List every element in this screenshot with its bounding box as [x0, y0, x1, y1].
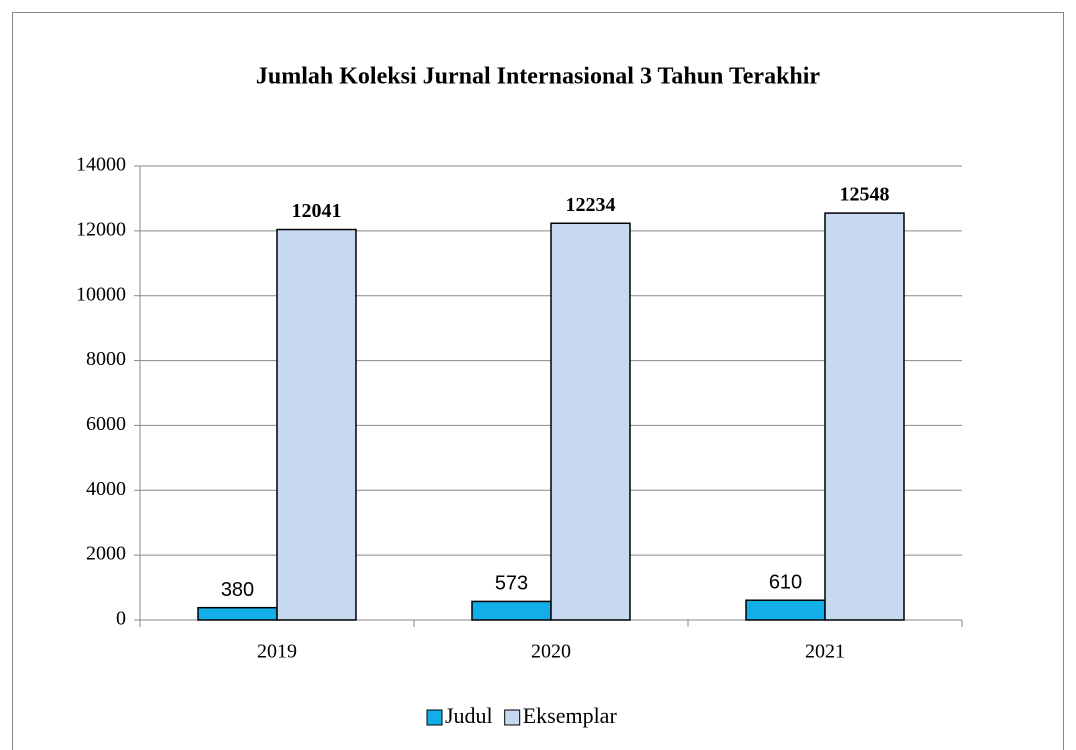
y-tick-label: 4000	[86, 478, 126, 500]
x-tick-label: 2020	[531, 641, 571, 663]
data-label: 573	[495, 573, 528, 595]
legend-swatch	[426, 709, 443, 726]
bar	[276, 228, 357, 621]
bar	[745, 599, 826, 621]
y-tick-label: 8000	[86, 348, 126, 370]
data-label: 12548	[840, 184, 890, 206]
data-label: 610	[769, 571, 802, 593]
data-label: 380	[221, 579, 254, 601]
y-tick-label: 0	[116, 608, 126, 630]
y-tick-label: 12000	[76, 218, 126, 240]
bar	[824, 212, 905, 621]
y-tick-label: 6000	[86, 413, 126, 435]
y-tick-label: 10000	[76, 283, 126, 305]
bar	[550, 222, 631, 621]
y-tick-label: 14000	[76, 154, 126, 176]
y-tick-label: 2000	[86, 543, 126, 565]
chart-title: Jumlah Koleksi Jurnal Internasional 3 Ta…	[256, 64, 821, 90]
data-label: 12041	[292, 200, 342, 222]
x-tick-label: 2019	[257, 641, 297, 663]
chart-frame	[12, 12, 1064, 750]
bar	[197, 606, 278, 621]
legend-label: Judul	[445, 703, 493, 728]
bar	[471, 600, 552, 621]
legend-label: Eksemplar	[523, 703, 618, 728]
data-label: 12234	[566, 194, 616, 216]
legend-swatch	[504, 709, 521, 726]
x-tick-label: 2021	[805, 641, 845, 663]
